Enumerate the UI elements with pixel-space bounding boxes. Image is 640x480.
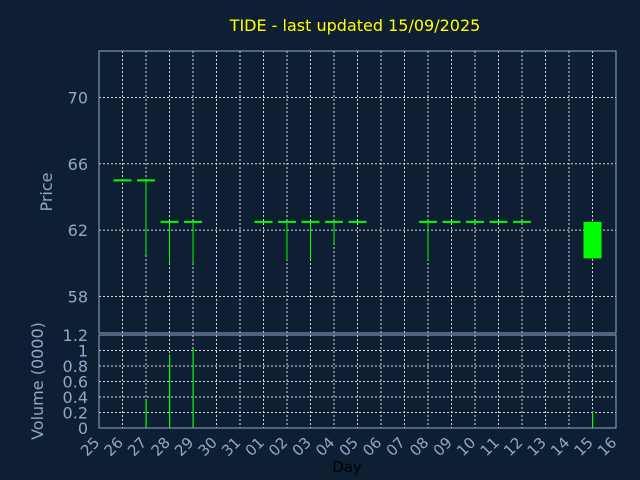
candle	[325, 220, 343, 244]
candle	[160, 220, 179, 264]
candle-body	[325, 220, 343, 223]
x-tick-label: 02	[265, 434, 291, 460]
candle-body	[513, 220, 531, 223]
candle	[184, 220, 202, 264]
candle	[419, 220, 437, 261]
candle-body	[254, 220, 273, 223]
x-tick-label: 29	[171, 434, 197, 460]
price-tick-label: 70	[68, 88, 88, 107]
price-tick-label: 62	[68, 221, 88, 240]
volume-y-ticks: 00.20.40.60.811.2	[63, 326, 88, 438]
x-tick-label: 09	[430, 434, 456, 460]
volume-bar	[169, 354, 171, 428]
x-tick-label: 26	[101, 434, 127, 460]
price-tick-label: 58	[68, 288, 88, 307]
candle	[348, 220, 367, 223]
volume-tick-label: 0.8	[63, 357, 88, 376]
volume-grid	[99, 335, 616, 428]
candle	[442, 220, 461, 223]
x-tick-label: 16	[594, 434, 620, 460]
candles	[113, 179, 602, 264]
x-tick-label: 31	[218, 434, 244, 460]
price-y-ticks: 58 62 66 70	[68, 88, 88, 306]
candle	[278, 220, 296, 261]
candle-body	[583, 221, 602, 259]
candle-body	[442, 220, 461, 223]
price-axis-label: Price	[37, 172, 56, 211]
x-tick-label: 07	[383, 434, 409, 460]
price-tick-label: 66	[68, 155, 88, 174]
volume-bars	[145, 348, 594, 428]
price-grid	[99, 51, 616, 333]
x-ticks: 2526272829303101020304050607080910111213…	[77, 434, 620, 460]
volume-tick-label: 0.2	[63, 404, 88, 423]
candle	[489, 220, 508, 223]
candle	[513, 220, 531, 223]
candle-body	[466, 220, 484, 223]
x-tick-label: 13	[524, 434, 550, 460]
x-tick-label: 03	[289, 434, 315, 460]
price-panel-frame	[98, 50, 617, 334]
volume-axis-label: Volume (0000)	[28, 322, 47, 440]
candle-body	[160, 220, 179, 223]
x-tick-label: 08	[406, 434, 432, 460]
x-tick-label: 05	[336, 434, 362, 460]
x-tick-label: 28	[148, 434, 174, 460]
x-tick-label: 14	[547, 434, 573, 460]
volume-bar	[192, 348, 194, 428]
price-panel: 58 62 66 70 Price	[37, 50, 617, 334]
candle-body	[301, 220, 320, 223]
x-tick-label: 11	[477, 434, 503, 460]
x-tick-label: 04	[312, 434, 338, 460]
x-tick-label: 12	[500, 434, 526, 460]
x-tick-label: 06	[359, 434, 385, 460]
chart-title: TIDE - last updated 15/09/2025	[229, 16, 481, 35]
volume-tick-label: 1.2	[63, 326, 88, 345]
volume-panel-frame	[98, 334, 617, 429]
candle-body	[278, 220, 296, 223]
volume-tick-label: 0.6	[63, 373, 88, 392]
x-tick-label: 15	[571, 434, 597, 460]
volume-panel: 00.20.40.60.811.2 Volume (0000)	[28, 322, 617, 440]
candle-body	[348, 220, 367, 223]
volume-bar	[145, 400, 147, 428]
candle	[583, 221, 602, 259]
candle	[137, 179, 155, 256]
volume-tick-label: 1	[78, 342, 88, 361]
volume-tick-label: 0.4	[63, 388, 88, 407]
volume-bar	[592, 410, 594, 428]
candle	[113, 179, 132, 182]
candle-body	[184, 220, 202, 223]
candle	[254, 220, 273, 223]
candle	[301, 220, 320, 261]
x-tick-label: 10	[453, 434, 479, 460]
x-axis-label: Day	[332, 458, 362, 476]
x-tick-label: 30	[195, 434, 221, 460]
candle-body	[113, 179, 132, 182]
x-tick-label: 01	[242, 434, 268, 460]
volume-tick-label: 0	[78, 419, 88, 438]
x-tick-label: 27	[124, 434, 150, 460]
candle	[466, 220, 484, 223]
candle-body	[489, 220, 508, 223]
candle-body	[137, 179, 155, 182]
candle-body	[419, 220, 437, 223]
